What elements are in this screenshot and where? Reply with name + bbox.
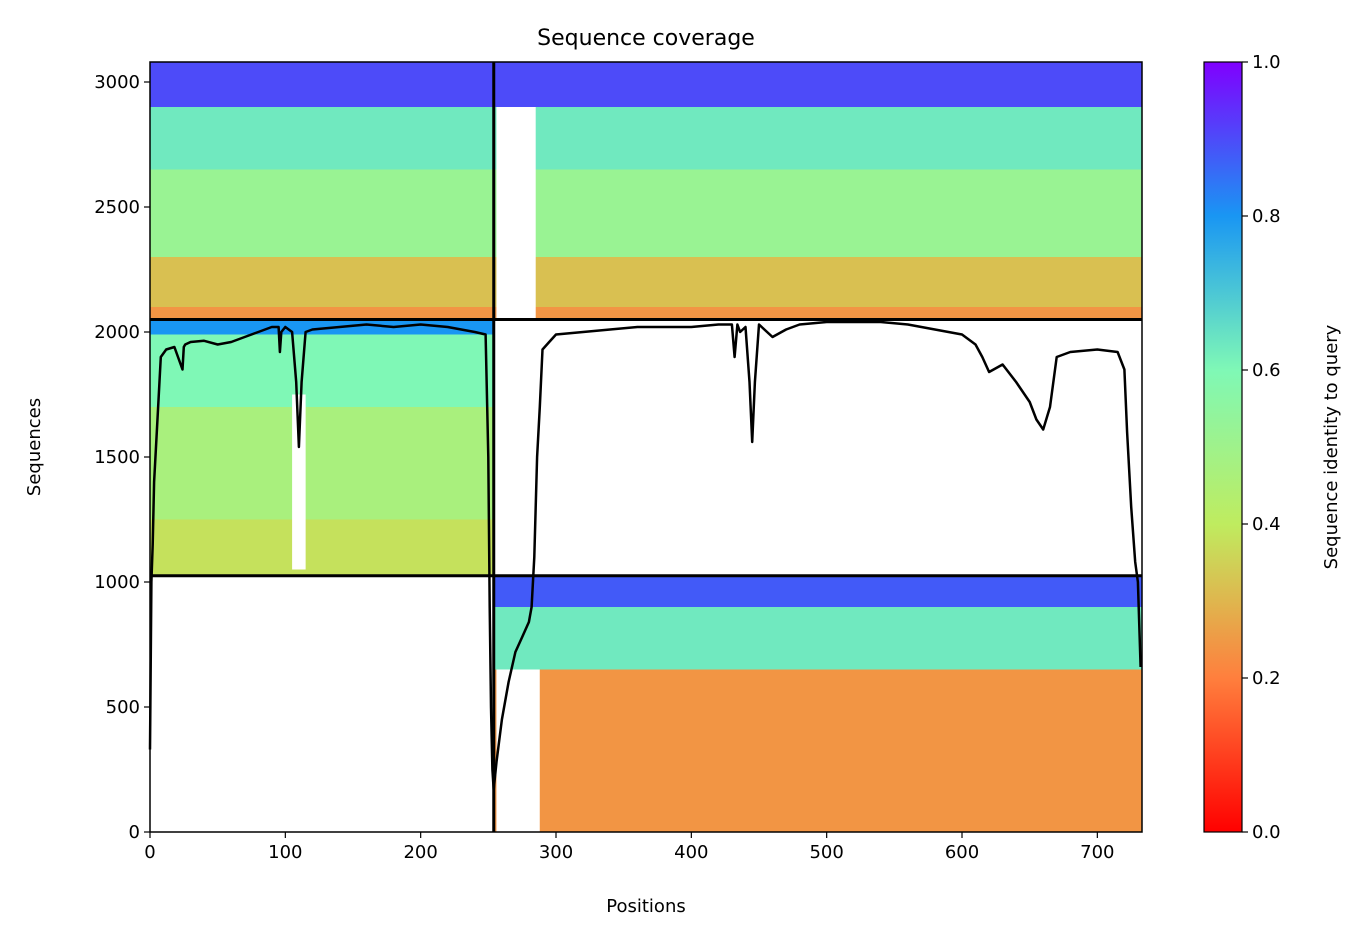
plot-frame (149, 61, 1143, 833)
colorbar-tick-label: 1.0 (1252, 52, 1281, 73)
plot-area (148, 61, 1143, 833)
y-tick-label: 1500 (94, 447, 140, 468)
coverage-gap (496, 107, 536, 320)
y-tick-label: 2500 (94, 197, 140, 218)
identity-band (150, 307, 494, 320)
identity-band (493, 575, 1142, 607)
identity-band (493, 62, 1142, 107)
colorbar-tick-label: 0.6 (1252, 360, 1281, 381)
x-tick-label: 200 (403, 842, 437, 863)
colorbar-tick-label: 0.4 (1252, 514, 1281, 535)
identity-band (150, 407, 494, 520)
coverage-block-2 (150, 62, 494, 320)
identity-band (150, 169, 494, 257)
colorbar-bar (1203, 61, 1243, 833)
identity-band (150, 519, 494, 576)
y-tick-label: 2000 (94, 322, 140, 343)
x-tick-label: 0 (144, 842, 155, 863)
y-axis-label: Sequences (24, 398, 45, 496)
identity-band (150, 334, 494, 407)
identity-band (493, 669, 1142, 832)
identity-band (493, 257, 1142, 307)
y-tick-label: 3000 (94, 72, 140, 93)
identity-band (150, 62, 494, 107)
colorbar-tick-label: 0.0 (1252, 822, 1281, 843)
identity-band (493, 107, 1142, 170)
x-axis: 0 100 200 300 400 500 600 700 (144, 832, 1115, 863)
coverage-line (148, 320, 1142, 791)
y-tick-label: 0 (129, 822, 140, 843)
y-axis: 0 500 1000 1500 2000 2500 3000 (94, 72, 150, 843)
coverage-block-4 (493, 575, 1142, 832)
colorbar: 0.0 0.2 0.4 0.6 0.8 1.0 (1203, 52, 1281, 843)
coverage-block-3 (493, 62, 1142, 320)
identity-band (150, 257, 494, 307)
identity-band (493, 607, 1142, 670)
identity-band (493, 169, 1142, 257)
colorbar-label: Sequence identity to query (1321, 324, 1342, 569)
identity-band (150, 319, 494, 335)
x-axis-label: Positions (606, 896, 685, 917)
coverage-gap (496, 669, 540, 832)
coverage-block-1 (150, 319, 494, 576)
coverage-gap (292, 394, 306, 570)
y-tick-label: 1000 (94, 572, 140, 593)
y-tick-label: 500 (106, 697, 140, 718)
x-tick-label: 500 (809, 842, 843, 863)
identity-band (493, 307, 1142, 320)
x-tick-label: 600 (945, 842, 979, 863)
colorbar-tick-label: 0.8 (1252, 206, 1281, 227)
x-tick-label: 300 (539, 842, 573, 863)
chart-title: Sequence coverage (537, 26, 755, 51)
x-tick-label: 400 (674, 842, 708, 863)
x-tick-label: 100 (268, 842, 302, 863)
colorbar-tick-label: 0.2 (1252, 668, 1281, 689)
identity-band (150, 107, 494, 170)
x-tick-label: 700 (1080, 842, 1114, 863)
